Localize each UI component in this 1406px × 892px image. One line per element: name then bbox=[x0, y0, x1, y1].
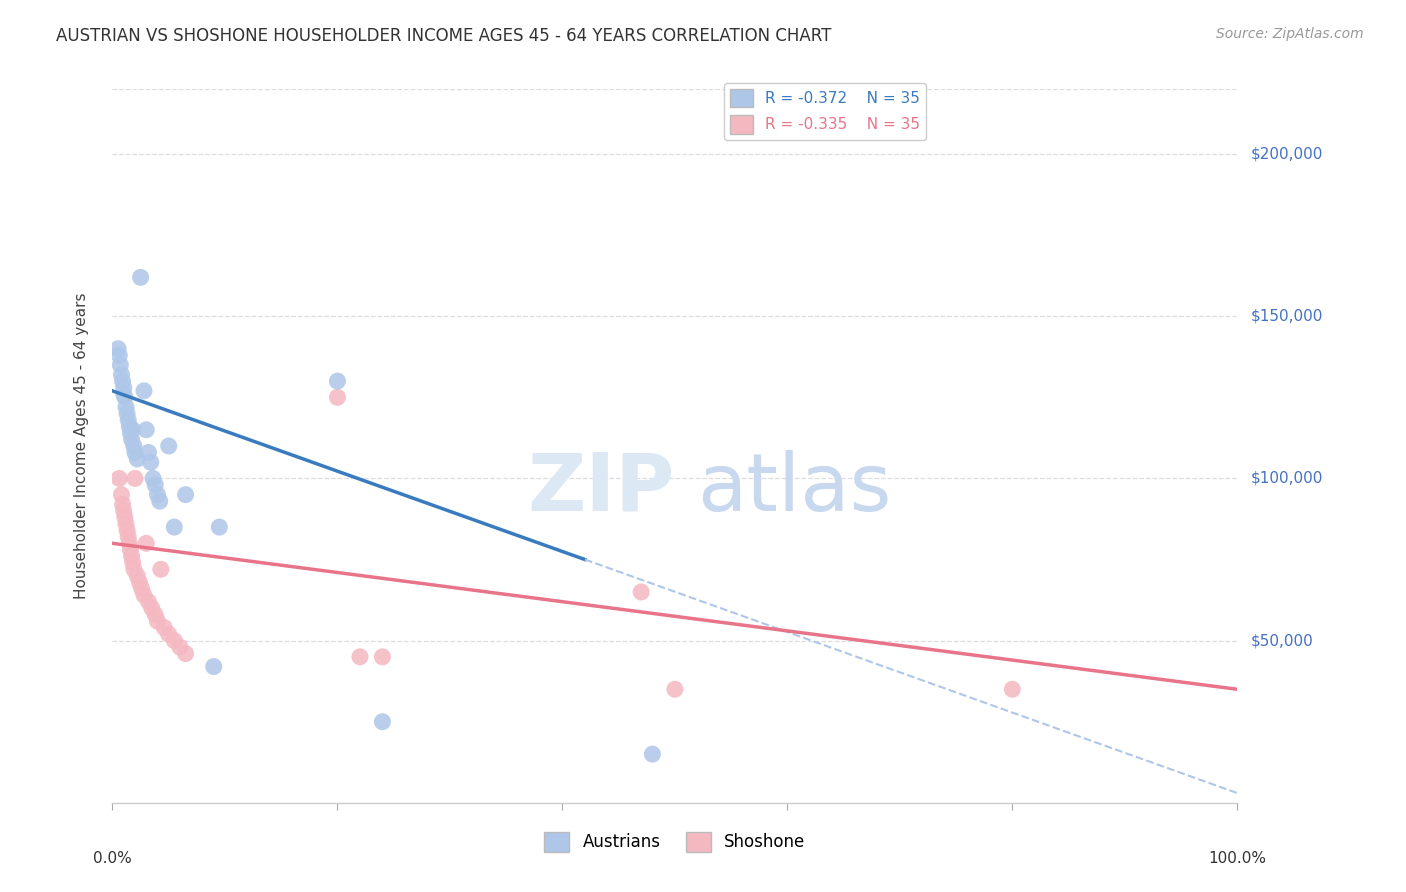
Point bbox=[115, 524, 138, 538]
Point bbox=[143, 607, 166, 622]
Point bbox=[121, 433, 143, 447]
Point bbox=[127, 568, 149, 582]
Point bbox=[146, 488, 169, 502]
Point bbox=[174, 488, 197, 502]
Point bbox=[135, 536, 157, 550]
Point bbox=[132, 384, 155, 398]
Point bbox=[108, 471, 131, 485]
Point bbox=[127, 452, 149, 467]
Point bbox=[202, 659, 225, 673]
Point bbox=[641, 747, 664, 761]
Point bbox=[122, 562, 145, 576]
Point bbox=[153, 621, 176, 635]
Text: $200,000: $200,000 bbox=[1251, 146, 1323, 161]
Point bbox=[117, 530, 139, 544]
Point bbox=[122, 439, 145, 453]
Point bbox=[138, 445, 160, 459]
Point bbox=[664, 682, 686, 697]
Point bbox=[149, 494, 172, 508]
Text: AUSTRIAN VS SHOSHONE HOUSEHOLDER INCOME AGES 45 - 64 YEARS CORRELATION CHART: AUSTRIAN VS SHOSHONE HOUSEHOLDER INCOME … bbox=[56, 27, 831, 45]
Text: 100.0%: 100.0% bbox=[1208, 852, 1267, 866]
Point bbox=[208, 520, 231, 534]
Point bbox=[139, 455, 162, 469]
Text: $50,000: $50,000 bbox=[1251, 633, 1315, 648]
Point bbox=[110, 488, 132, 502]
Point bbox=[120, 425, 142, 440]
Point bbox=[141, 601, 163, 615]
Point bbox=[118, 419, 141, 434]
Point bbox=[121, 423, 143, 437]
Point bbox=[110, 368, 132, 382]
Text: $100,000: $100,000 bbox=[1251, 471, 1323, 486]
Point bbox=[135, 423, 157, 437]
Point bbox=[128, 575, 150, 590]
Point bbox=[349, 649, 371, 664]
Point bbox=[146, 614, 169, 628]
Point bbox=[115, 516, 138, 531]
Y-axis label: Householder Income Ages 45 - 64 years: Householder Income Ages 45 - 64 years bbox=[75, 293, 89, 599]
Point bbox=[129, 270, 152, 285]
Text: $150,000: $150,000 bbox=[1251, 309, 1323, 324]
Point bbox=[114, 390, 136, 404]
Text: Source: ZipAtlas.com: Source: ZipAtlas.com bbox=[1216, 27, 1364, 41]
Point bbox=[108, 348, 131, 362]
Point bbox=[114, 510, 136, 524]
Point bbox=[163, 633, 186, 648]
Point bbox=[111, 374, 134, 388]
Point bbox=[371, 714, 394, 729]
Point bbox=[118, 536, 141, 550]
Text: atlas: atlas bbox=[697, 450, 891, 528]
Text: ZIP: ZIP bbox=[527, 450, 675, 528]
Point bbox=[121, 556, 143, 570]
Point bbox=[112, 381, 135, 395]
Point bbox=[124, 445, 146, 459]
Point bbox=[174, 647, 197, 661]
Legend: Austrians, Shoshone: Austrians, Shoshone bbox=[537, 825, 813, 859]
Point bbox=[149, 562, 172, 576]
Point bbox=[326, 374, 349, 388]
Point bbox=[115, 407, 138, 421]
Point bbox=[157, 439, 180, 453]
Point bbox=[630, 585, 652, 599]
Point bbox=[326, 390, 349, 404]
Point bbox=[157, 627, 180, 641]
Point bbox=[1001, 682, 1024, 697]
Point bbox=[120, 542, 142, 557]
Point bbox=[138, 595, 160, 609]
Point bbox=[112, 504, 135, 518]
Point bbox=[117, 413, 139, 427]
Point bbox=[143, 478, 166, 492]
Point bbox=[112, 387, 135, 401]
Point bbox=[115, 400, 138, 414]
Point bbox=[121, 549, 143, 564]
Point bbox=[111, 497, 134, 511]
Point bbox=[131, 582, 153, 596]
Point bbox=[169, 640, 191, 654]
Point bbox=[107, 342, 129, 356]
Point bbox=[132, 588, 155, 602]
Text: 0.0%: 0.0% bbox=[93, 852, 132, 866]
Point bbox=[124, 471, 146, 485]
Point bbox=[163, 520, 186, 534]
Point bbox=[142, 471, 165, 485]
Point bbox=[371, 649, 394, 664]
Point bbox=[110, 358, 132, 372]
